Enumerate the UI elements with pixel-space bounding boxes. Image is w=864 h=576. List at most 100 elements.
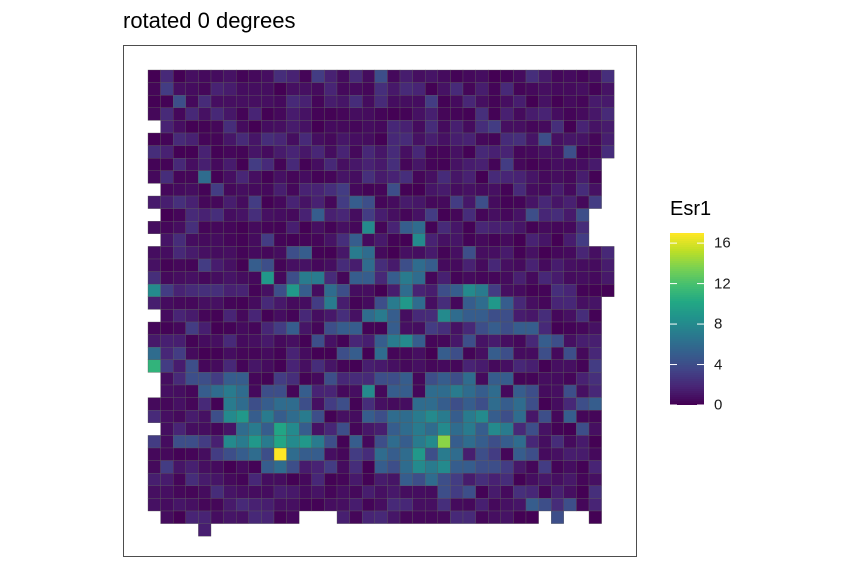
heatmap-cell [160,309,174,323]
heatmap-cell [588,271,602,285]
heatmap-cell [500,271,514,285]
heatmap-cell [349,271,363,285]
heatmap-cell [387,120,401,134]
heatmap-cell [551,435,564,449]
heatmap-cell [223,258,237,272]
heatmap-cell [198,523,212,537]
heatmap-cell [236,321,249,335]
heatmap-cell [551,447,564,461]
heatmap-cell [362,132,375,146]
heatmap-cell [311,460,325,474]
heatmap-cell [349,221,363,234]
heatmap-cell [324,296,338,310]
heatmap-cell [538,498,552,512]
heatmap-cell [324,372,338,386]
heatmap-cell [475,69,489,83]
heatmap-cell [500,120,514,134]
heatmap-cell [210,95,224,108]
heatmap-cell [450,410,464,423]
heatmap-cell [551,120,564,134]
heatmap-cell [362,422,375,436]
heatmap-cell [185,95,199,108]
heatmap-cell [223,246,237,260]
heatmap-cell [551,69,564,83]
heatmap-cell [374,158,388,171]
heatmap-cell [223,473,237,486]
heatmap-cell [525,221,539,234]
heatmap-cell [374,296,388,310]
heatmap-cell [462,170,476,184]
heatmap-cell [425,410,438,423]
heatmap-cell [475,271,489,285]
colorbar-segment [670,295,704,298]
heatmap-cell [362,95,375,108]
heatmap-cell [399,233,413,247]
heatmap-cell [538,410,552,423]
heatmap-cell [223,447,237,461]
heatmap-cell [324,422,338,436]
heatmap-cell [576,334,590,348]
heatmap-cell [349,422,363,436]
heatmap-cell [324,460,338,474]
colorbar-segment [670,253,704,256]
heatmap-cell [286,271,300,285]
heatmap-cell [210,284,224,297]
heatmap-cell [475,296,489,310]
heatmap-cell [311,233,325,247]
heatmap-cell [324,435,338,449]
heatmap-cell [488,221,501,234]
heatmap-cell [324,258,338,272]
heatmap-cell [387,195,401,209]
heatmap-cell [450,208,464,222]
heatmap-cell [261,145,275,159]
heatmap-cell [173,296,186,310]
heatmap-cell [500,107,514,121]
heatmap-cell [437,321,451,335]
heatmap-cell [210,435,224,449]
colorbar-segment [670,377,704,380]
heatmap-cell [286,309,300,323]
heatmap-cell [248,258,262,272]
heatmap-cell [223,195,237,209]
heatmap-cell [450,422,464,436]
heatmap-cell [336,120,350,134]
colorbar-tick-label: 4 [714,356,723,373]
heatmap-cell [273,485,287,499]
heatmap-cell [173,498,186,512]
heatmap-cell [160,95,174,108]
heatmap-cell [273,145,287,159]
heatmap-cell [462,447,476,461]
heatmap-cell [551,132,564,146]
heatmap-cell [185,498,199,512]
heatmap-cell [399,107,413,121]
heatmap-cell [412,195,426,209]
heatmap-cell [248,397,262,411]
heatmap-cell [488,485,501,499]
heatmap-cell [286,132,300,146]
heatmap-cell [551,233,564,247]
heatmap-cell [324,170,338,184]
heatmap-cell [273,95,287,108]
heatmap-cell [588,410,602,423]
heatmap-cell [588,347,602,360]
colorbar-segment [670,289,704,292]
heatmap-cell [299,258,312,272]
heatmap-cell [324,208,338,222]
heatmap-cell [236,422,249,436]
colorbar-segment [670,371,704,374]
heatmap-cell [412,271,426,285]
heatmap-cell [425,170,438,184]
heatmap-cell [336,69,350,83]
heatmap-cell [185,372,199,386]
heatmap-cell [160,246,174,260]
heatmap-cell [349,460,363,474]
heatmap-cell [311,422,325,436]
heatmap-cell [588,359,602,373]
heatmap-cell [173,473,186,486]
heatmap-cell [299,271,312,285]
heatmap-cell [513,271,527,285]
heatmap-cell [551,170,564,184]
heatmap-cell [299,473,312,486]
heatmap-cell [210,258,224,272]
heatmap-cell [425,233,438,247]
